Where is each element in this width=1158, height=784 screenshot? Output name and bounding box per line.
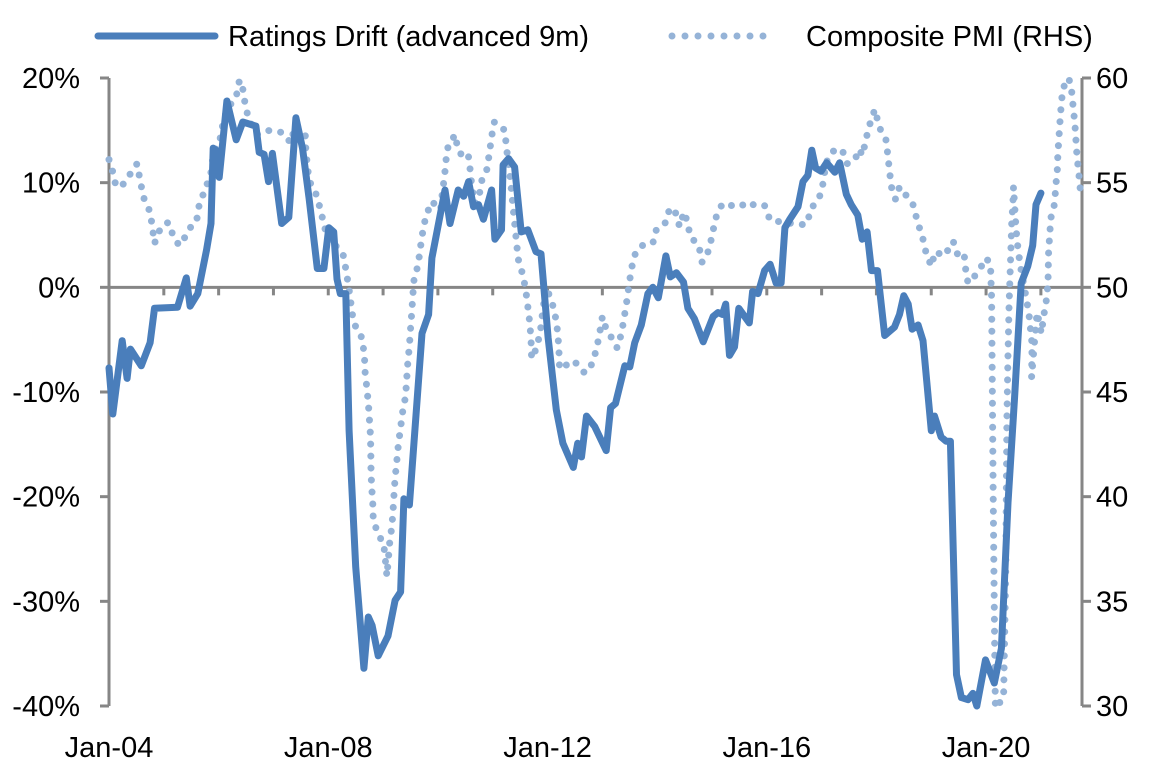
x-axis-tick-label: Jan-20 bbox=[942, 732, 1031, 764]
series-group bbox=[105, 74, 1084, 712]
right-axis-tick-label: 40 bbox=[1096, 482, 1128, 514]
x-axis-tick-label: Jan-12 bbox=[503, 732, 592, 764]
series-line-ratings-drift bbox=[105, 97, 1045, 710]
left-axis-tick-label: 10% bbox=[22, 168, 80, 200]
legend-label-composite-pmi: Composite PMI (RHS) bbox=[806, 21, 1093, 53]
legend-label-ratings-drift: Ratings Drift (advanced 9m) bbox=[228, 21, 589, 53]
left-axis-tick-label: 20% bbox=[22, 63, 80, 95]
x-axis-tick-label: Jan-08 bbox=[284, 732, 373, 764]
series-line-composite-pmi bbox=[105, 74, 1084, 712]
left-axis-tick-label: -30% bbox=[12, 586, 80, 618]
axes: 20% 10% 0% -10% -20% -30% -40% 60 55 50 45 40 35 30 Ja… bbox=[12, 63, 1128, 764]
right-axis-tick-label: 55 bbox=[1096, 168, 1128, 200]
right-axis-tick-label: 35 bbox=[1096, 586, 1128, 618]
left-axis-tick-label: 0% bbox=[38, 272, 80, 304]
right-axis-tick-label: 45 bbox=[1096, 377, 1128, 409]
right-axis-tick-label: 50 bbox=[1096, 272, 1128, 304]
x-axis-tick-label: Jan-04 bbox=[65, 732, 154, 764]
right-axis-tick-label: 30 bbox=[1096, 691, 1128, 723]
left-axis-tick-label: -10% bbox=[12, 377, 80, 409]
right-axis-tick-label: 60 bbox=[1096, 63, 1128, 95]
x-axis-tick-label: Jan-16 bbox=[722, 732, 811, 764]
left-axis-tick-label: -40% bbox=[12, 691, 80, 723]
left-axis-tick-label: -20% bbox=[12, 482, 80, 514]
legend: Ratings Drift (advanced 9m) Composite PM… bbox=[94, 21, 1093, 53]
